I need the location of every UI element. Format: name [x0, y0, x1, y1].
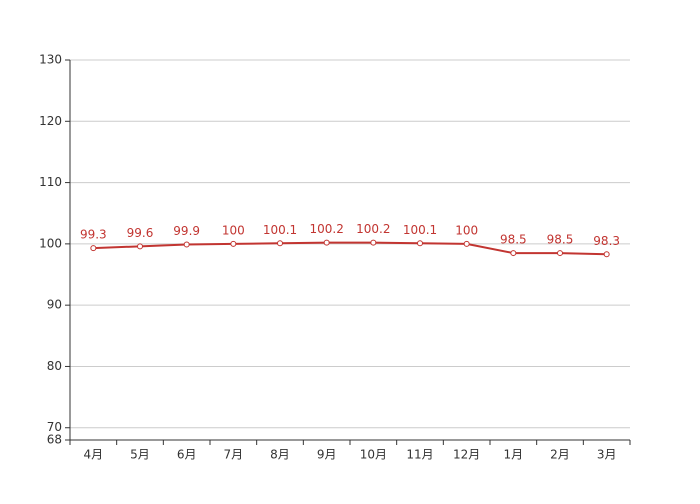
- x-tick-label: 2月: [550, 448, 570, 462]
- point: [510, 250, 517, 257]
- point: [557, 250, 563, 257]
- point: [183, 241, 190, 248]
- y-tick-label: 68: [47, 433, 62, 447]
- point: [137, 243, 143, 250]
- y-tick-label: 120: [39, 114, 62, 128]
- value-label: 100: [455, 223, 478, 237]
- point: [417, 240, 423, 247]
- value-label: 98.5: [500, 233, 527, 247]
- value-label: 100.1: [403, 223, 437, 237]
- value-label: 99.6: [127, 226, 154, 240]
- y-tick-label: 130: [39, 53, 62, 67]
- line: [93, 241, 607, 256]
- y-tick-label: 90: [47, 298, 62, 312]
- value-label: 99.3: [80, 228, 107, 242]
- x-tick-label: 12月: [453, 448, 480, 462]
- value-label: 100: [222, 223, 245, 237]
- x-tick-label: 5月: [130, 448, 150, 462]
- x-tick-label: 6月: [177, 448, 197, 462]
- point: [463, 240, 470, 247]
- value-label: 100.2: [309, 222, 343, 236]
- x-tick-label: 3月: [597, 448, 617, 462]
- x-tick-label: 8月: [270, 448, 290, 462]
- value-label: 100.1: [263, 223, 297, 237]
- x-tick-label: 10月: [360, 448, 387, 462]
- x-tick-label: 7月: [224, 448, 244, 462]
- y-tick-label: 70: [47, 420, 62, 434]
- y-tick-label: 110: [39, 175, 62, 189]
- x-tick-label: 4月: [84, 448, 104, 462]
- y-tick-label: 80: [47, 359, 62, 373]
- point: [323, 239, 330, 246]
- point: [370, 239, 377, 246]
- value-label: 98.5: [547, 233, 574, 247]
- x-tick-label: 11月: [406, 448, 433, 462]
- value-label: 99.9: [173, 224, 200, 238]
- point: [603, 251, 610, 258]
- point: [230, 240, 237, 247]
- point: [277, 240, 283, 247]
- x-tick-label: 9月: [317, 448, 337, 462]
- x-tick-label: 1月: [504, 448, 524, 462]
- value-label: 100.2: [356, 222, 390, 236]
- value-label: 98.3: [593, 234, 620, 248]
- y-tick-label: 100: [39, 236, 62, 250]
- point: [90, 245, 97, 252]
